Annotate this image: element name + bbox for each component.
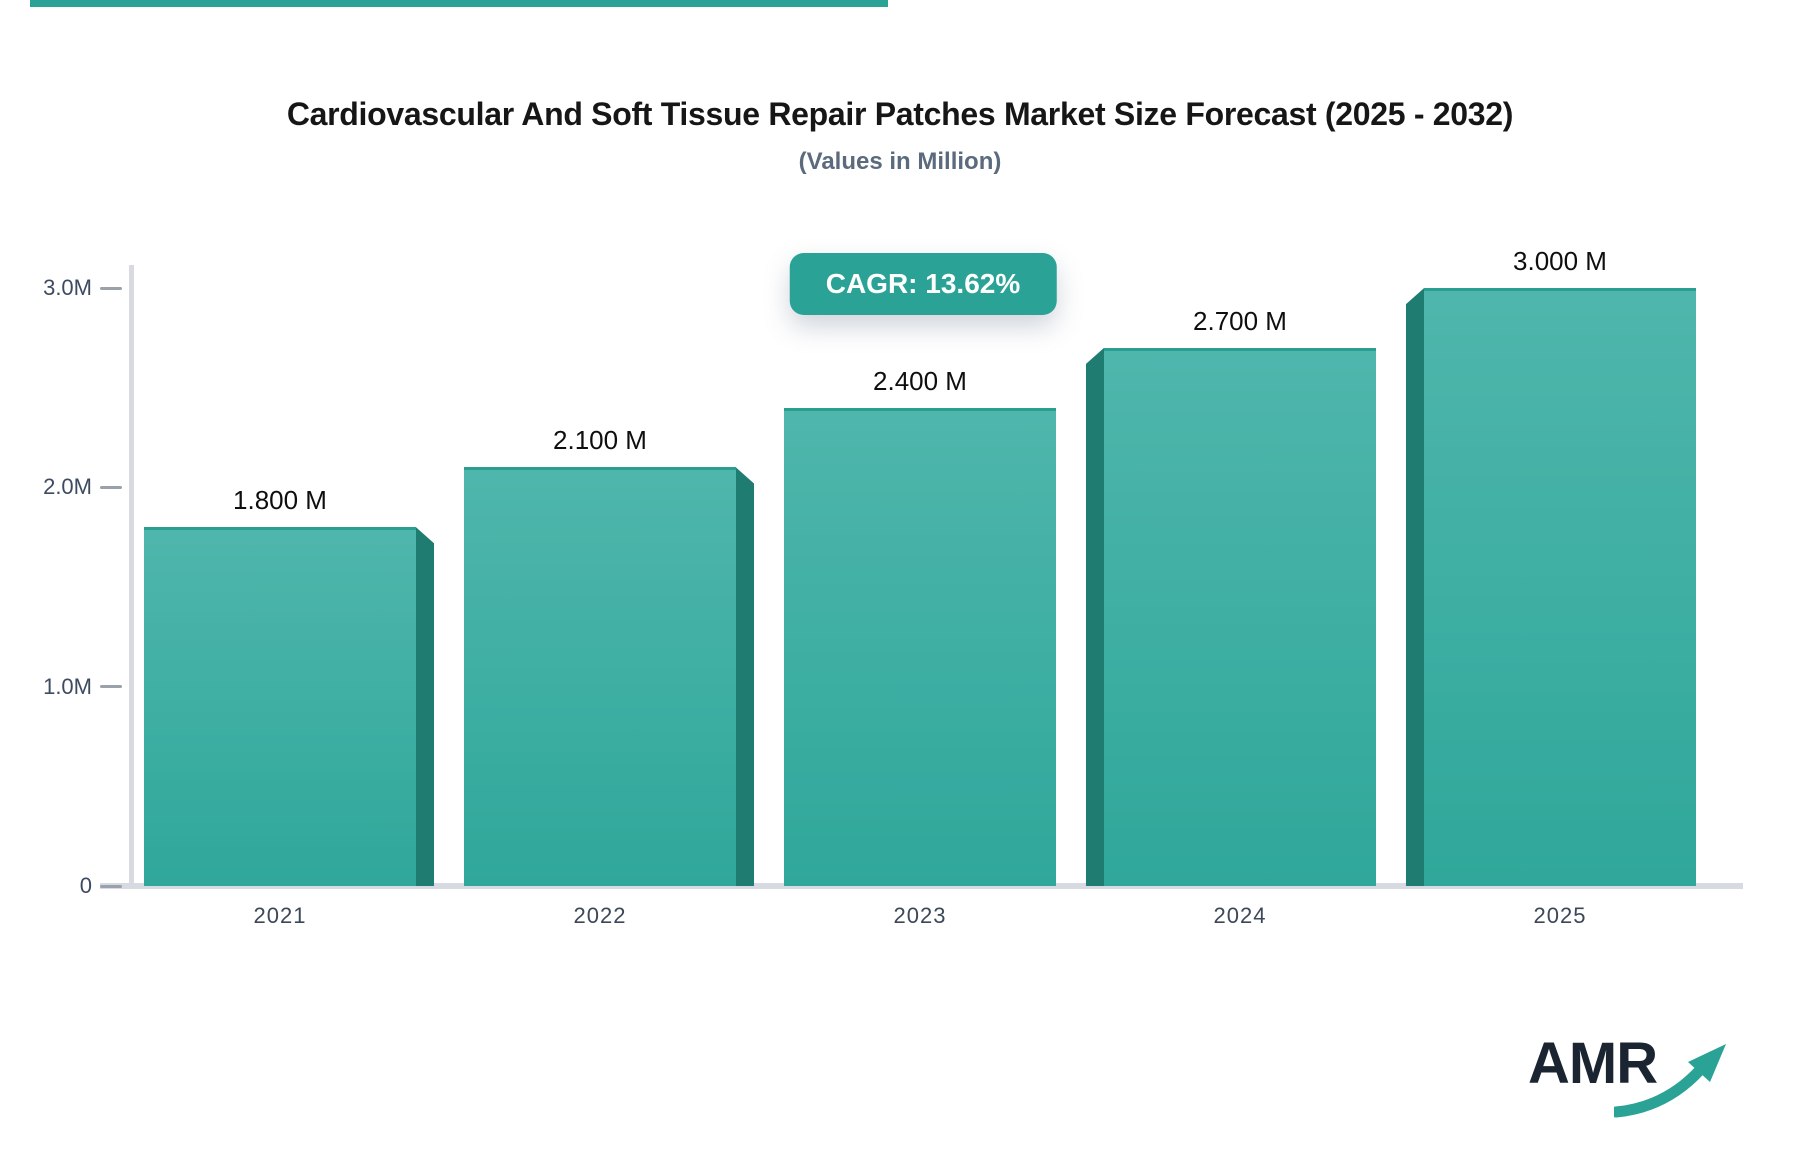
bar-value-label-2024: 2.700 M — [1193, 305, 1287, 336]
bar-side-2021 — [416, 527, 434, 886]
y-tick-label-0: 0 — [79, 873, 92, 898]
y-tick-mark-2.0M — [100, 485, 122, 489]
bar-value-label-2022: 2.100 M — [553, 425, 647, 456]
top-accent-bar — [30, 0, 888, 7]
bar-2024[interactable] — [1104, 347, 1376, 886]
x-axis-label-2025: 2025 — [1533, 903, 1587, 928]
bar-2022[interactable] — [464, 467, 736, 886]
bar-2023[interactable] — [784, 407, 1056, 886]
y-tick-mark-0 — [100, 884, 122, 888]
bar-2025[interactable] — [1424, 288, 1696, 886]
bar-value-label-2025: 3.000 M — [1513, 246, 1607, 277]
y-axis-line — [129, 265, 134, 886]
x-axis-label-2022: 2022 — [573, 903, 627, 928]
cagr-badge: CAGR: 13.62% — [789, 253, 1057, 315]
trend-up-arrow-icon — [1614, 1044, 1726, 1118]
page-title: Cardiovascular And Soft Tissue Repair Pa… — [286, 96, 1514, 132]
amr-logo: AMR — [1528, 1022, 1738, 1122]
x-axis-label-2021: 2021 — [253, 903, 307, 928]
bar-side-2025 — [1406, 288, 1424, 886]
x-axis-label-2023: 2023 — [893, 903, 947, 928]
y-tick-label-1.0M: 1.0M — [43, 673, 92, 699]
y-tick-label-3.0M: 3.0M — [43, 275, 92, 301]
bar-side-2024 — [1086, 347, 1104, 886]
bar-2021[interactable] — [144, 527, 416, 886]
bar-side-2022 — [736, 467, 754, 886]
y-tick-mark-1.0M — [100, 685, 122, 689]
logo-text: AMR — [1528, 1031, 1658, 1096]
x-axis-label-2024: 2024 — [1213, 903, 1267, 928]
y-tick-label-2.0M: 2.0M — [43, 474, 92, 500]
x-axis-line — [100, 883, 1743, 889]
bar-value-label-2023: 2.400 M — [873, 365, 967, 396]
bar-value-label-2021: 1.800 M — [233, 485, 327, 516]
y-tick-mark-3.0M — [100, 286, 122, 290]
page-subtitle: (Values in Million) — [798, 148, 1002, 175]
